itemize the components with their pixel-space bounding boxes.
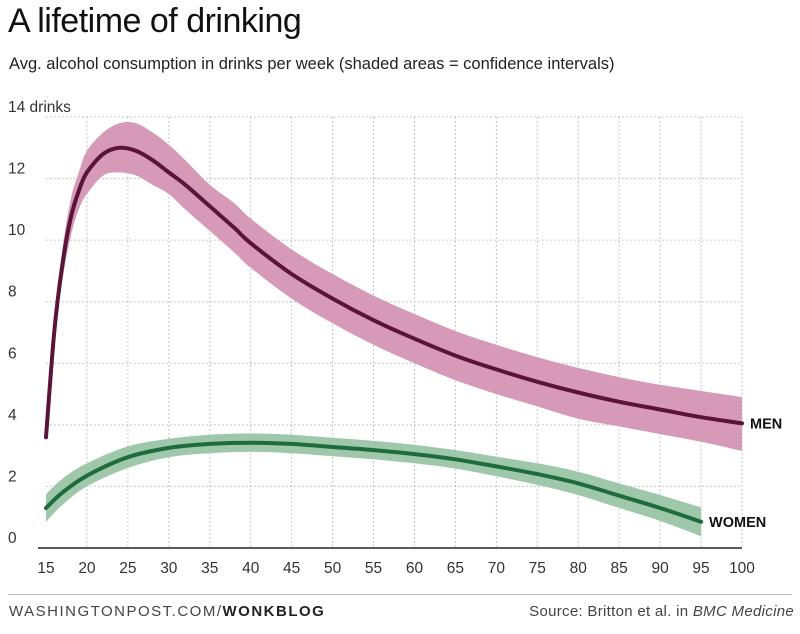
x-tick-label: 20	[78, 560, 96, 577]
x-tick-label: 15	[37, 560, 54, 577]
x-tick-label: 45	[283, 560, 300, 577]
footer-site: WASHINGTONPOST.COM/	[9, 603, 223, 620]
x-tick-label: 50	[324, 560, 342, 577]
x-tick-label: 25	[119, 560, 136, 577]
y-tick-label: 8	[8, 284, 17, 301]
x-tick-label: 100	[729, 560, 755, 577]
x-tick-label: 85	[611, 560, 628, 577]
footer-section: WONKBLOG	[222, 603, 326, 620]
y-tick-label: 12	[8, 161, 25, 178]
men-series-label: MEN	[750, 416, 782, 432]
women-series-line	[44, 440, 704, 524]
footer-source-journal: BMC Medicine	[692, 603, 794, 620]
x-tick-label: 70	[488, 560, 506, 577]
confidence-bands	[46, 122, 742, 537]
footer-source: Source: Britton et al. in BMC Medicine	[529, 603, 794, 620]
series-labels: MEN WOMEN	[709, 416, 782, 531]
y-tick-label: 6	[8, 345, 17, 362]
x-tick-label: 55	[365, 560, 382, 577]
footer-source-prefix: Source: Britton et al. in	[529, 603, 693, 620]
x-tick-label: 80	[570, 560, 588, 577]
line-chart: 15 20 25 30 35 40 45 50 55 60 65 70 75 80 85 90 95 100 0 2 4…	[8, 99, 782, 577]
axes: 15 20 25 30 35 40 45 50 55 60 65 70 75 80 85 90 95 100 0 2 4…	[8, 99, 755, 577]
chart-title: A lifetime of drinking	[8, 2, 302, 40]
footer-credit[interactable]: WASHINGTONPOST.COM/WONKBLOG	[9, 603, 325, 620]
x-tick-label: 40	[242, 560, 260, 577]
y-tick-label: 10	[8, 222, 26, 239]
y-tick-label: 4	[8, 407, 17, 424]
men-confidence-band	[46, 122, 742, 451]
x-tick-label: 95	[692, 560, 709, 577]
y-tick-label: 2	[8, 468, 17, 485]
y-tick-label: 0	[8, 530, 17, 547]
x-tick-label: 75	[529, 560, 546, 577]
x-tick-label: 65	[447, 560, 464, 577]
x-tick-label: 30	[160, 560, 178, 577]
women-confidence-band	[46, 433, 702, 537]
chart-subtitle: Avg. alcohol consumption in drinks per w…	[9, 55, 615, 73]
x-tick-label: 90	[651, 560, 669, 577]
y-tick-label: 14 drinks	[8, 99, 71, 116]
series-lines	[44, 145, 744, 524]
footer-divider	[8, 594, 792, 595]
women-series-label: WOMEN	[709, 515, 766, 531]
x-tick-label: 35	[201, 560, 218, 577]
men-series-line	[44, 145, 744, 440]
x-tick-label: 60	[406, 560, 424, 577]
